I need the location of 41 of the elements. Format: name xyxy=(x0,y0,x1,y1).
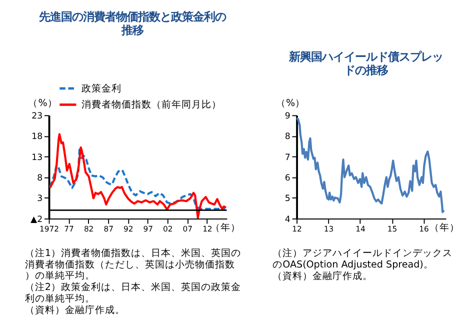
x-axis-title: （年） xyxy=(430,221,460,234)
text: （注1）消費者物価指数は、日本、米国、英国の消費者物価指数（ただし、英国は小売物価指数）の単純平均。 xyxy=(24,246,241,282)
x-tick-label: 12 xyxy=(202,224,212,234)
legend-label: 政策金利 xyxy=(81,82,122,94)
line-series xyxy=(296,117,445,214)
x-tick-label: 15 xyxy=(387,224,398,234)
y-tick-label: ▲2 xyxy=(30,214,43,225)
text: （資料）金融庁作成。 xyxy=(272,270,373,282)
y-tick-label: 7 xyxy=(284,152,290,163)
x-tick-label: 87 xyxy=(104,224,114,234)
x-tick-label: 92 xyxy=(123,224,134,234)
x-tick-label: 13 xyxy=(324,224,334,234)
x-tick-label: 97 xyxy=(143,224,154,234)
y-tick-label: 6 xyxy=(284,174,290,184)
chart-title: 新興国ハイイールド債スプレッドの推移 xyxy=(288,50,443,78)
x-tick-label: 16 xyxy=(419,224,430,234)
x-tick-label: 02 xyxy=(163,224,173,234)
y-tick-label: 4 xyxy=(284,214,290,225)
x-tick-label: 82 xyxy=(84,224,94,234)
y-tick-label: 13 xyxy=(32,152,43,163)
y-axis-title: （%） xyxy=(28,98,58,110)
text: （注2）政策金利は、日本、米国、英国の政策金利の単純平均。 xyxy=(24,281,241,305)
x-tick-label: 1972 xyxy=(40,224,60,234)
x-tick-label: 77 xyxy=(64,224,74,234)
y-tick-label: 23 xyxy=(32,112,43,122)
x-tick-label: 14 xyxy=(356,224,366,234)
y-tick-label: 5 xyxy=(284,194,290,204)
chart-title: 先進国の消費者物価指数と政策金利の推移 xyxy=(38,9,226,37)
y-tick-label: 8 xyxy=(284,132,290,142)
y-tick-label: 18 xyxy=(32,132,43,142)
x-tick-label: 07 xyxy=(182,224,193,234)
line-series xyxy=(48,146,226,210)
text: （資料）金融庁作成。 xyxy=(24,304,125,316)
legend-label: 消費者物価指数（前年同月比） xyxy=(81,98,222,111)
y-tick-label: 9 xyxy=(284,112,290,122)
text: （注）アジアハイイールドインデックスのOAS(Option Adjusted Spread)。 xyxy=(272,246,453,270)
x-tick-label: 12 xyxy=(292,224,302,234)
x-axis-title: （年） xyxy=(210,221,241,234)
y-tick-label: 3 xyxy=(37,194,43,204)
y-axis-title: （%） xyxy=(276,98,306,110)
y-tick-label: 8 xyxy=(37,174,43,184)
